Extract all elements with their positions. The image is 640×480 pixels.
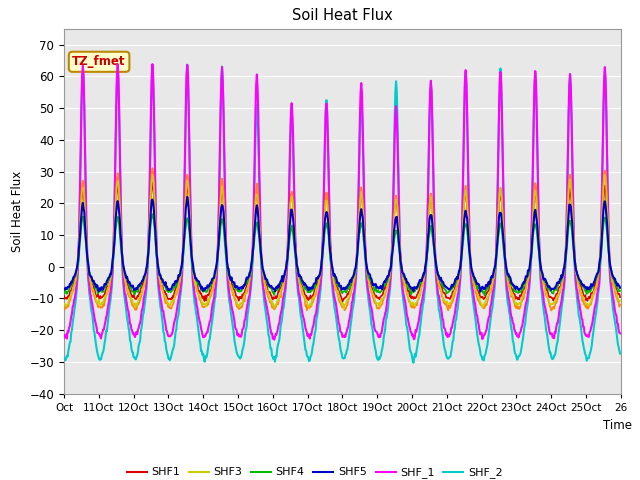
SHF4 [256, 243, 264, 249]
SHF_1 [616, 330, 624, 336]
SHF1 [432, 263, 440, 268]
SHF2 [125, 294, 133, 300]
SHF1 [60, 293, 68, 299]
SHF2 [60, 305, 68, 311]
SHF_2 [256, 208, 264, 214]
SHF2 [256, 224, 264, 230]
SHF5 [125, 279, 133, 285]
SHF5 [476, 289, 484, 295]
SHF4 [481, 292, 488, 298]
SHF3 [228, 283, 236, 289]
SHF3 [255, 215, 263, 221]
SHF_2 [60, 355, 68, 361]
Y-axis label: Soil Heat Flux: Soil Heat Flux [11, 170, 24, 252]
SHF2 [228, 288, 236, 293]
SHF5 [228, 279, 236, 285]
SHF_2 [228, 320, 236, 325]
Line: SHF_2: SHF_2 [64, 65, 620, 363]
SHF5 [60, 286, 68, 292]
SHF3 [400, 278, 408, 284]
SHF5 [184, 194, 191, 200]
SHF4 [228, 278, 236, 284]
SHF_2 [125, 328, 133, 334]
Line: SHF2: SHF2 [64, 168, 620, 311]
SHF1 [616, 294, 624, 300]
SHF_1 [125, 315, 133, 321]
SHF_1 [228, 307, 236, 312]
SHF_1 [148, 61, 156, 67]
SHF2 [431, 252, 439, 257]
SHF3 [276, 293, 284, 299]
SHF_1 [278, 308, 285, 313]
SHF4 [277, 280, 285, 286]
SHF2 [277, 294, 285, 300]
SHF3 [125, 291, 133, 297]
SHF5 [431, 255, 439, 261]
SHF4 [431, 257, 439, 263]
X-axis label: Time: Time [603, 419, 632, 432]
SHF2 [148, 165, 156, 171]
Line: SHF_1: SHF_1 [64, 64, 620, 340]
Line: SHF5: SHF5 [64, 197, 620, 292]
SHF5 [616, 285, 624, 291]
Text: TZ_fmet: TZ_fmet [72, 55, 126, 68]
SHF4 [616, 288, 624, 294]
SHF_1 [271, 337, 278, 343]
SHF_2 [400, 302, 408, 308]
SHF1 [277, 286, 285, 291]
SHF1 [256, 227, 264, 233]
SHF4 [400, 274, 408, 279]
Line: SHF3: SHF3 [64, 175, 620, 309]
SHF3 [60, 301, 68, 307]
Line: SHF1: SHF1 [64, 182, 620, 302]
SHF2 [616, 302, 624, 308]
SHF4 [148, 211, 156, 217]
SHF1 [148, 179, 156, 185]
Title: Soil Heat Flux: Soil Heat Flux [292, 9, 393, 24]
SHF3 [340, 306, 348, 312]
SHF1 [125, 286, 133, 292]
SHF5 [400, 272, 408, 277]
SHF_1 [432, 268, 440, 274]
SHF_1 [256, 191, 264, 196]
SHF2 [547, 308, 555, 313]
SHF_1 [401, 297, 408, 303]
SHF5 [256, 235, 264, 241]
SHF3 [431, 253, 439, 259]
SHF3 [616, 298, 624, 303]
SHF2 [400, 282, 408, 288]
SHF_2 [277, 323, 285, 328]
SHF1 [401, 278, 408, 284]
SHF_2 [184, 62, 191, 68]
SHF3 [601, 172, 609, 178]
SHF4 [60, 290, 68, 296]
SHF_2 [616, 351, 624, 357]
SHF1 [228, 282, 236, 288]
SHF_2 [432, 274, 440, 280]
SHF1 [339, 299, 346, 305]
Legend: SHF1, SHF2, SHF3, SHF4, SHF5, SHF_1, SHF_2: SHF1, SHF2, SHF3, SHF4, SHF5, SHF_1, SHF… [122, 463, 507, 480]
SHF_1 [60, 333, 68, 338]
SHF5 [277, 278, 285, 284]
SHF_2 [410, 360, 417, 366]
SHF4 [125, 282, 133, 288]
Line: SHF4: SHF4 [64, 214, 620, 295]
